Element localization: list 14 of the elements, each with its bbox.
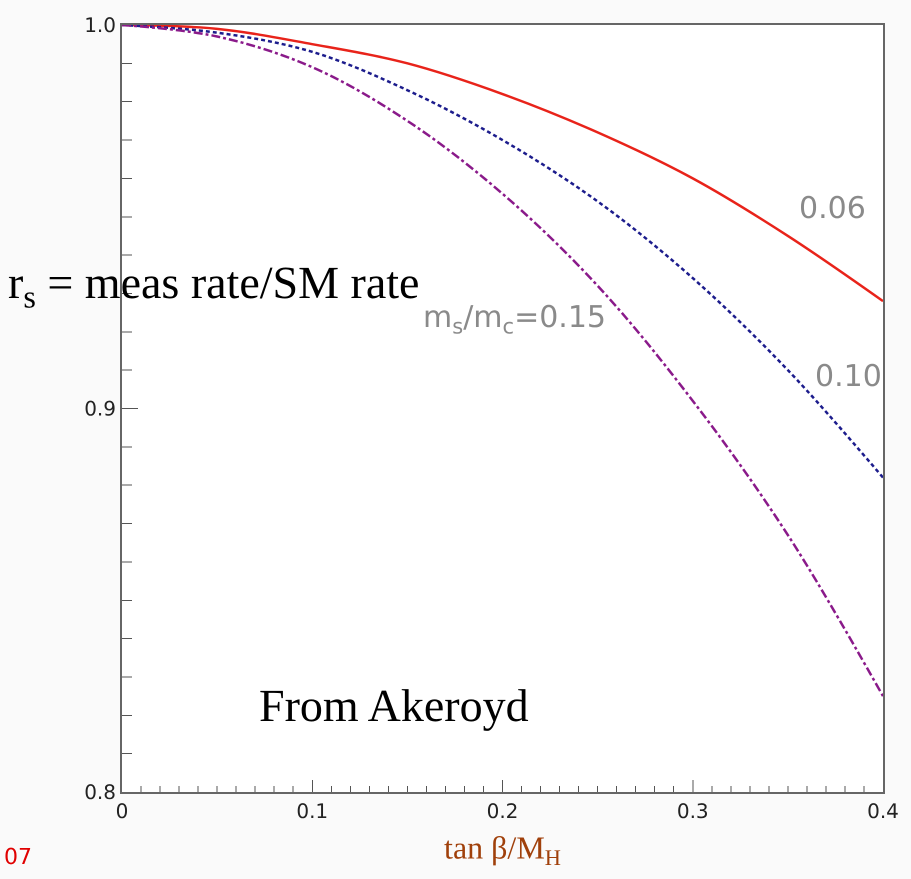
y-tick-label: 1.0 [84,13,116,37]
series-label: 0.10 [815,359,882,394]
y-tick-label: 0.8 [84,780,116,804]
x-tick-label: 0.1 [296,799,328,823]
x-axis-title: tan β/M$_{H}$ [444,829,561,870]
x-tick-label: 0.4 [867,799,899,823]
annotation: From Akeroyd [259,680,529,731]
x-tick-label: 0 [116,799,128,823]
text: 07 [4,845,32,870]
series-label: m$_{s}$/m$_{c}$=0.15 [423,300,606,338]
x-tick-label: 0.3 [676,799,709,823]
series-label: 0.06 [799,191,866,226]
y-tick-label: 0.9 [84,396,116,420]
x-tick-label: 0.2 [486,799,518,823]
